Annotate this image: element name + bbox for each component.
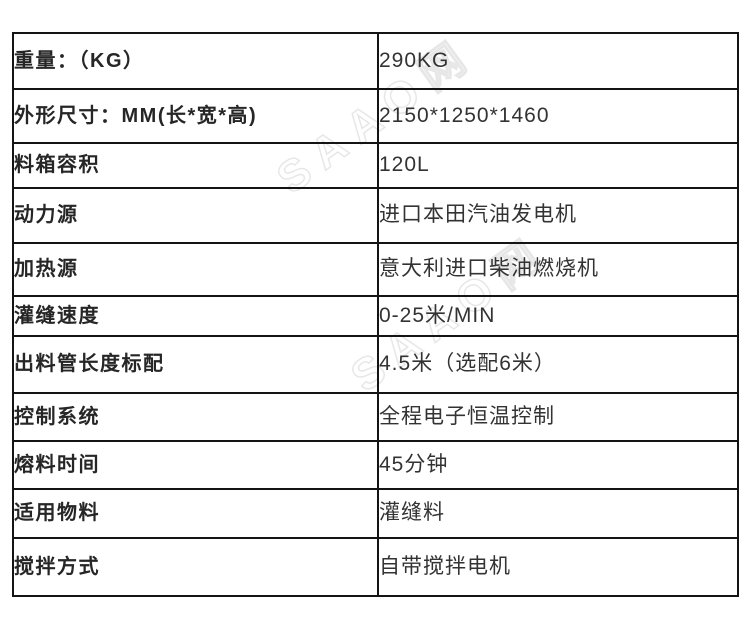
spec-label: 灌缝速度 <box>12 295 379 337</box>
table-row: 出料管长度标配 4.5米（选配6米） <box>12 335 739 394</box>
table-row: 重量：（KG） 290KG <box>12 32 739 90</box>
spec-value: 进口本田汽油发电机 <box>377 187 739 244</box>
spec-value: 4.5米（选配6米） <box>377 335 739 394</box>
spec-value: 120L <box>377 142 739 189</box>
table-row: 搅拌方式 自带搅拌电机 <box>12 537 739 597</box>
spec-value: 2150*1250*1460 <box>377 88 739 144</box>
spec-label: 熔料时间 <box>12 440 379 490</box>
spec-value: 45分钟 <box>377 440 739 490</box>
table-row: 灌缝速度 0-25米/MIN <box>12 295 739 337</box>
spec-label: 外形尺寸：MM(长*宽*高) <box>12 88 379 144</box>
spec-label: 适用物料 <box>12 488 379 539</box>
spec-value: 意大利进口柴油燃烧机 <box>377 242 739 297</box>
table-row: 料箱容积 120L <box>12 142 739 189</box>
table-row: 加热源 意大利进口柴油燃烧机 <box>12 242 739 297</box>
spec-label: 重量：（KG） <box>12 32 379 90</box>
spec-value: 0-25米/MIN <box>377 295 739 337</box>
spec-table-body: 重量：（KG） 290KG 外形尺寸：MM(长*宽*高) 2150*1250*1460… <box>12 32 739 597</box>
spec-label: 料箱容积 <box>12 142 379 189</box>
spec-value: 灌缝料 <box>377 488 739 539</box>
spec-value: 自带搅拌电机 <box>377 537 739 597</box>
spec-value: 全程电子恒温控制 <box>377 392 739 442</box>
spec-label: 动力源 <box>12 187 379 244</box>
table-row: 适用物料 灌缝料 <box>12 488 739 539</box>
spec-label: 搅拌方式 <box>12 537 379 597</box>
spec-table: 重量：（KG） 290KG 外形尺寸：MM(长*宽*高) 2150*1250*1460… <box>12 32 739 597</box>
spec-value: 290KG <box>377 32 739 90</box>
spec-label: 出料管长度标配 <box>12 335 379 394</box>
spec-label: 控制系统 <box>12 392 379 442</box>
table-row: 熔料时间 45分钟 <box>12 440 739 490</box>
table-row: 控制系统 全程电子恒温控制 <box>12 392 739 442</box>
table-row: 外形尺寸：MM(长*宽*高) 2150*1250*1460 <box>12 88 739 144</box>
spec-label: 加热源 <box>12 242 379 297</box>
table-row: 动力源 进口本田汽油发电机 <box>12 187 739 244</box>
